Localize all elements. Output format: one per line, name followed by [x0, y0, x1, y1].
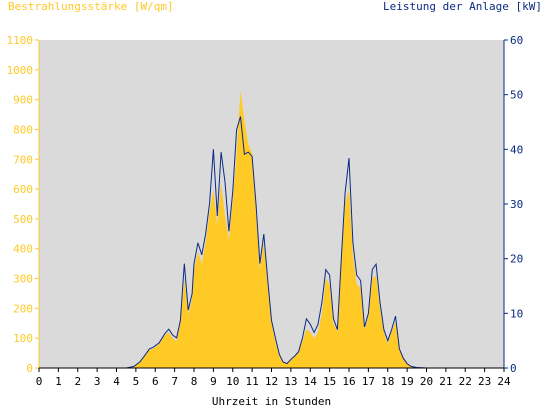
left-tick-label: 200: [13, 302, 33, 315]
x-tick-label: 22: [459, 375, 472, 388]
x-tick-label: 21: [439, 375, 452, 388]
left-tick-label: 800: [13, 123, 33, 136]
left-tick-label: 300: [13, 273, 33, 286]
x-tick-label: 6: [152, 375, 159, 388]
right-axis-title: Leistung der Anlage [kW]: [383, 0, 542, 13]
x-tick-label: 4: [113, 375, 120, 388]
left-tick-label: 0: [26, 362, 33, 375]
x-tick-label: 20: [420, 375, 433, 388]
x-tick-label: 10: [226, 375, 239, 388]
left-tick-label: 400: [13, 243, 33, 256]
right-tick-label: 50: [510, 89, 523, 102]
x-tick-label: 18: [381, 375, 394, 388]
x-tick-label: 12: [265, 375, 278, 388]
plot-area: [39, 40, 504, 368]
x-tick-label: 15: [323, 375, 336, 388]
x-tick-label: 19: [401, 375, 414, 388]
left-tick-label: 1000: [7, 64, 34, 77]
left-tick-label: 1100: [7, 34, 34, 47]
right-tick-label: 10: [510, 307, 523, 320]
x-tick-label: 24: [497, 375, 511, 388]
x-tick-label: 13: [284, 375, 297, 388]
left-tick-label: 100: [13, 332, 33, 345]
power-line: [39, 116, 504, 369]
x-tick-label: 23: [478, 375, 491, 388]
axes-layer: 0100200300400500600700800900100011000102…: [7, 34, 524, 388]
x-tick-label: 5: [133, 375, 140, 388]
x-tick-label: 2: [74, 375, 81, 388]
right-tick-label: 20: [510, 253, 523, 266]
right-tick-label: 60: [510, 34, 523, 47]
right-tick-label: 40: [510, 143, 523, 156]
x-tick-label: 9: [210, 375, 217, 388]
x-tick-label: 16: [342, 375, 355, 388]
x-tick-label: 0: [36, 375, 43, 388]
series-layer: [39, 90, 504, 369]
x-tick-label: 8: [191, 375, 198, 388]
x-tick-label: 11: [246, 375, 259, 388]
x-tick-label: 1: [55, 375, 62, 388]
x-tick-label: 7: [171, 375, 178, 388]
left-tick-label: 700: [13, 153, 33, 166]
x-tick-label: 14: [304, 375, 318, 388]
right-tick-label: 0: [510, 362, 517, 375]
left-tick-label: 900: [13, 94, 33, 107]
left-tick-label: 600: [13, 183, 33, 196]
x-tick-label: 3: [94, 375, 101, 388]
left-tick-label: 500: [13, 213, 33, 226]
x-axis-label: Uhrzeit in Stunden: [212, 395, 331, 408]
right-tick-label: 30: [510, 198, 523, 211]
left-axis-title: Bestrahlungsstärke [W/qm]: [8, 0, 174, 13]
x-tick-label: 17: [362, 375, 375, 388]
